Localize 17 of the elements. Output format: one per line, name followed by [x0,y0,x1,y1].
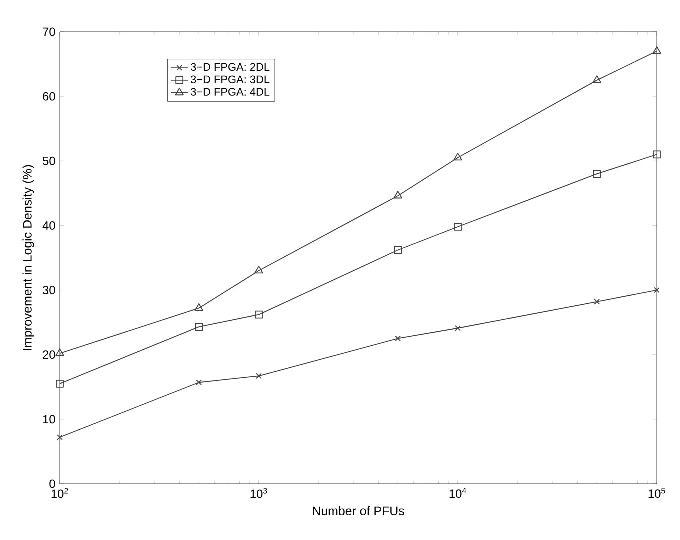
x-tick-label: 10$^{5}$ [648,488,666,498]
y-tick-label: 70 [43,28,56,36]
y-tick-label: 10 [43,415,56,424]
y-tick-label: 0 [50,480,56,488]
y-axis-title: Improvement in Logic Density (%) [22,165,34,350]
legend-label: 3−D FPGA: 4DL [190,88,270,96]
y-tick-label: 30 [42,286,56,295]
y-tick-label: 60 [43,92,56,101]
legend-label: 3−D FPGA: 3DL [190,76,270,84]
x-tick-label: 10$^{3}$ [250,488,268,498]
y-tick-label: 50 [43,156,56,166]
x-axis-title: Number of PFUs [313,506,404,516]
y-tick-label: 40 [42,221,56,230]
y-tick-label: 20 [43,350,56,360]
legend-label: 3−D FPGA: 2DL [190,63,270,72]
x-tick-label: 10$^{2}$ [52,488,68,498]
x-tick-label: 10$^{4}$ [450,488,466,498]
